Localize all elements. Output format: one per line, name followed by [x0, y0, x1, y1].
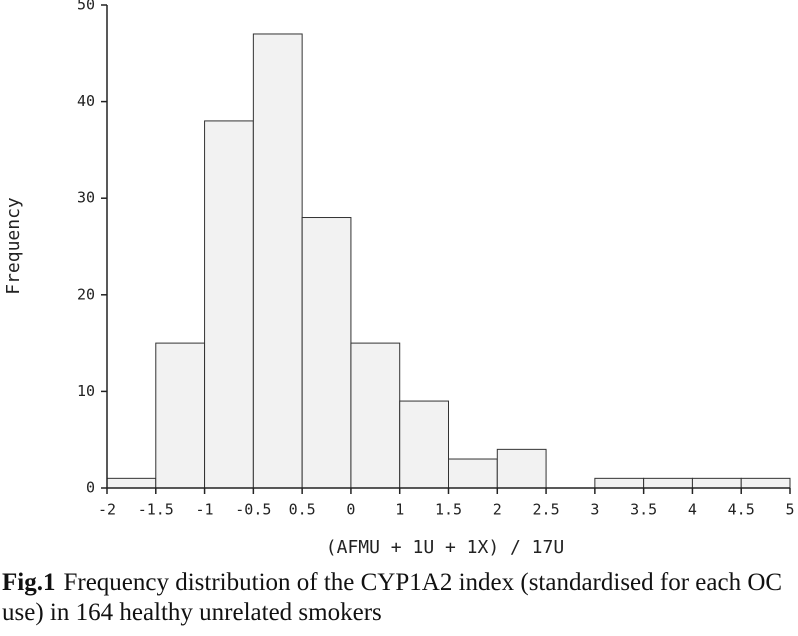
- y-tick-label: 40: [77, 92, 95, 110]
- x-tick-label: 5: [785, 501, 794, 519]
- caption-label: Fig.1: [2, 569, 56, 596]
- x-tick-label: -1: [196, 501, 214, 519]
- y-tick-label: 50: [77, 0, 95, 14]
- bar: [350, 342, 401, 489]
- caption-text: Frequency distribution of the CYP1A2 ind…: [2, 569, 783, 626]
- x-tick-label: 1: [395, 501, 404, 519]
- y-tick-label: 30: [77, 189, 95, 207]
- x-tick-label: 4.5: [728, 501, 755, 519]
- chart: (AFMU + 1U + 1X) / 17U Frequency 0102030…: [3, 0, 795, 558]
- bar: [204, 120, 254, 489]
- x-tick-label: 1.5: [435, 501, 462, 519]
- bar: [399, 400, 450, 489]
- y-axis-label: Frequency: [3, 197, 24, 295]
- bar: [155, 342, 206, 489]
- x-tick-label: -1.5: [138, 501, 174, 519]
- x-tick-label: -0.5: [235, 501, 271, 519]
- x-axis-label: (AFMU + 1U + 1X) / 17U: [326, 537, 564, 558]
- bar: [252, 33, 303, 489]
- x-tick-label: 2: [493, 501, 502, 519]
- x-tick-label: 0: [346, 501, 355, 519]
- x-tick-label: 3: [590, 501, 599, 519]
- bar: [691, 477, 742, 489]
- bar: [448, 458, 498, 489]
- bar: [496, 448, 547, 489]
- bar: [643, 477, 693, 489]
- caption: Fig.1 Frequency distribution of the CYP1A…: [2, 568, 798, 628]
- x-tick-label: 0.5: [289, 501, 316, 519]
- y-tick-label: 0: [86, 479, 95, 497]
- y-tick-label: 20: [77, 285, 95, 303]
- y-tick-label: 10: [77, 382, 95, 400]
- bar: [301, 217, 352, 489]
- x-tick-label: -2: [98, 501, 116, 519]
- bar: [594, 477, 645, 489]
- x-tick-label: 2.5: [533, 501, 560, 519]
- bar: [106, 477, 157, 489]
- x-tick-label: 3.5: [630, 501, 657, 519]
- bar: [740, 477, 791, 489]
- x-tick-label: 4: [688, 501, 697, 519]
